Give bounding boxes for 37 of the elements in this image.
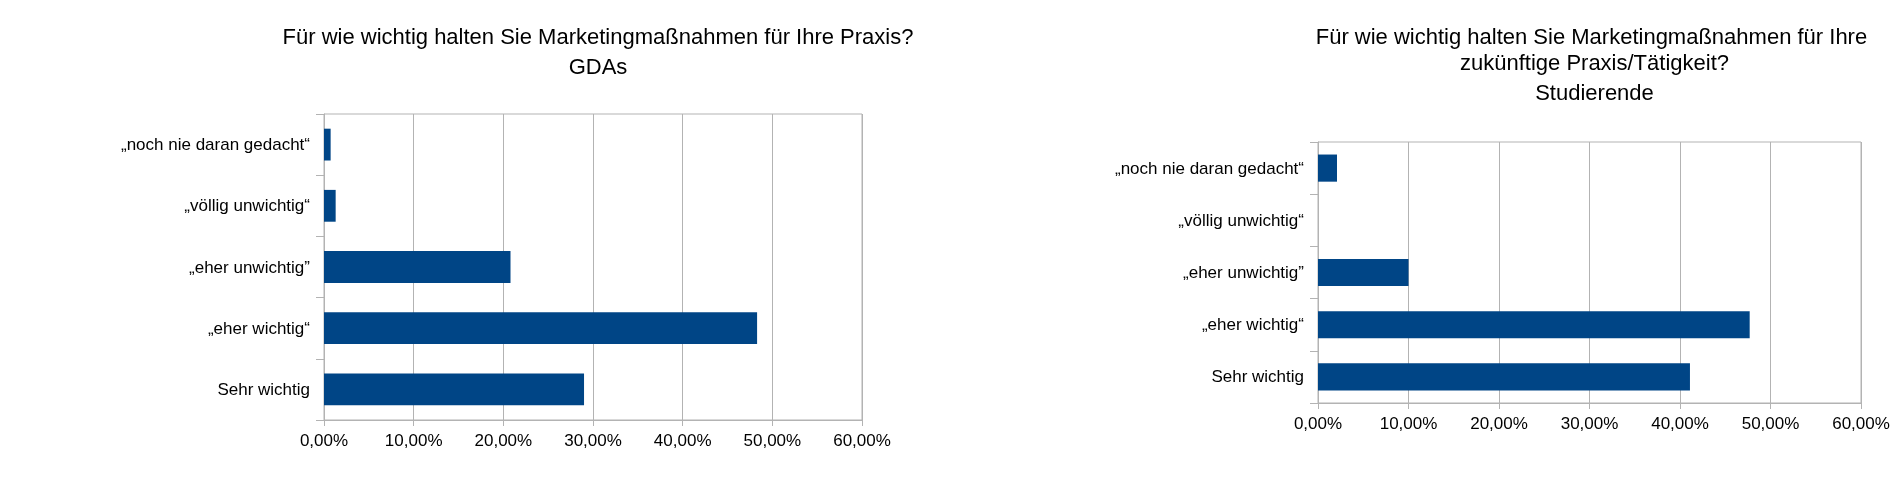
x-tick-label: 60,00% <box>1832 414 1890 433</box>
bar <box>1318 258 1409 287</box>
bar <box>324 128 331 161</box>
chart-subtitle: GDAs <box>568 53 628 79</box>
y-tick-label: „eher wichtig“ <box>207 318 311 338</box>
bar <box>324 251 511 283</box>
x-tick-label: 20,00% <box>1470 414 1528 433</box>
bar <box>1318 363 1690 391</box>
bar <box>324 189 336 222</box>
chart-title: Für wie wichtig halten Sie Marketingmaßnahmen für Ihre zukünftige Praxis/Tätigkeit? <box>1315 23 1874 75</box>
y-tick-label: Sehr wichtig <box>217 379 310 399</box>
y-tick-label: „noch nie daran gedacht“ <box>120 135 311 155</box>
chart-title: Für wie wichtig halten Sie Marketingmaßnahmen für Ihre Praxis? <box>282 23 914 49</box>
x-tick-label: 40,00% <box>653 431 712 450</box>
x-tick-label: 60,00% <box>833 431 891 450</box>
x-tick-label: 40,00% <box>1651 414 1709 433</box>
bar <box>1318 154 1338 182</box>
y-tick-label: „eher wichtig“ <box>1201 315 1305 335</box>
chart-subtitle: Studierende <box>1535 79 1654 105</box>
x-tick-label: 30,00% <box>564 431 622 450</box>
x-tick-label: 20,00% <box>474 431 533 450</box>
y-tick-label: „völlig unwichtig“ <box>184 196 311 216</box>
x-tick-label: 30,00% <box>1560 414 1619 433</box>
y-tick-label: „völlig unwichtig“ <box>1178 210 1305 230</box>
x-tick-label: 50,00% <box>743 431 802 450</box>
y-tick-label: „eher unwichtig” <box>189 257 311 277</box>
x-tick-label: 10,00% <box>1379 414 1438 433</box>
bar <box>324 312 758 345</box>
y-tick-label: Sehr wichtig <box>1211 367 1304 387</box>
y-tick-label: „noch nie daran gedacht“ <box>1114 158 1305 178</box>
x-tick-label: 0,00% <box>1293 414 1343 433</box>
x-tick-label: 10,00% <box>384 431 443 450</box>
bar <box>1318 311 1750 339</box>
y-tick-label: „eher unwichtig” <box>1183 263 1305 282</box>
bar <box>324 373 585 406</box>
x-tick-label: 0,00% <box>299 431 349 450</box>
x-tick-label: 50,00% <box>1741 414 1800 433</box>
